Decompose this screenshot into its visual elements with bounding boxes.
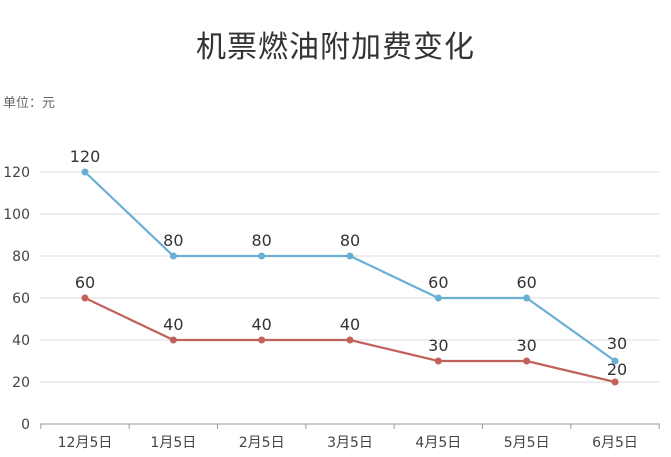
data-label: 30 [607, 334, 627, 353]
x-tick-label: 3月5日 [327, 435, 373, 451]
data-label: 80 [251, 231, 271, 250]
data-label: 120 [70, 147, 101, 166]
y-tick-label: 60 [12, 291, 30, 307]
data-label: 30 [428, 336, 448, 355]
y-tick-label: 100 [3, 207, 30, 223]
x-tick-label: 5月5日 [504, 435, 550, 451]
chart-title: 机票燃油附加费变化 [196, 30, 475, 65]
y-tick-label: 0 [21, 417, 30, 433]
data-point [81, 168, 89, 176]
data-label: 40 [163, 315, 183, 334]
data-point [611, 378, 619, 386]
data-point [434, 294, 442, 302]
data-label: 60 [516, 273, 536, 292]
y-tick-label: 20 [12, 375, 30, 391]
data-point [258, 336, 266, 344]
data-point [346, 252, 354, 260]
x-tick-label: 4月5日 [415, 435, 461, 451]
data-point [169, 336, 177, 344]
data-label: 40 [251, 315, 271, 334]
y-tick-label: 120 [3, 165, 30, 181]
data-point [523, 357, 531, 365]
x-tick-label: 6月5日 [592, 435, 638, 451]
y-tick-label: 40 [12, 333, 30, 349]
data-point [258, 252, 266, 260]
x-tick-label: 1月5日 [150, 435, 196, 451]
x-tick-label: 2月5日 [239, 435, 285, 451]
data-label: 20 [607, 360, 627, 379]
data-label: 80 [163, 231, 183, 250]
data-point [434, 357, 442, 365]
data-label: 30 [516, 336, 536, 355]
data-label: 40 [340, 315, 360, 334]
y-tick-label: 80 [12, 249, 30, 265]
data-point [346, 336, 354, 344]
data-point [169, 252, 177, 260]
data-point [611, 357, 619, 365]
data-point [81, 294, 89, 302]
data-label: 60 [428, 273, 448, 292]
unit-label: 单位：元 [3, 96, 56, 111]
data-label: 80 [340, 231, 360, 250]
data-point [523, 294, 531, 302]
data-label: 60 [75, 273, 95, 292]
x-tick-label: 12月5日 [58, 435, 113, 451]
